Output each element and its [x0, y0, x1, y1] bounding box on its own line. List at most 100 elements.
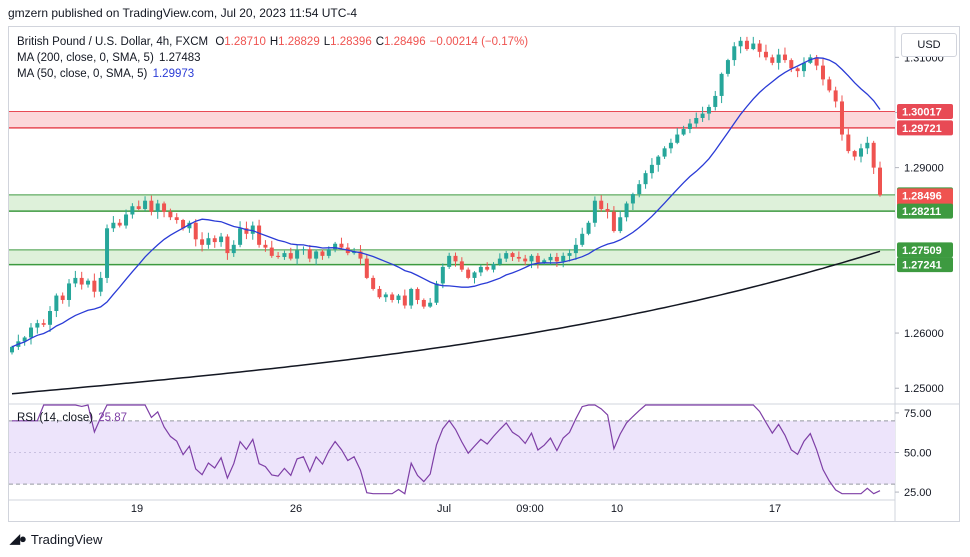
- candle: [174, 217, 179, 221]
- ma200-value: 1.27483: [158, 52, 201, 64]
- candle: [770, 57, 775, 63]
- badge-zone-low-upper-bg: [897, 242, 953, 258]
- candle: [878, 167, 882, 196]
- candle: [497, 258, 502, 265]
- candle: [523, 258, 528, 262]
- candle: [599, 200, 604, 209]
- candle: [168, 211, 173, 218]
- candle: [814, 57, 819, 66]
- candle: [732, 46, 737, 61]
- candle: [206, 238, 211, 245]
- candle: [573, 244, 578, 254]
- candle: [320, 251, 325, 256]
- candle: [22, 337, 27, 342]
- candle: [193, 222, 198, 240]
- candle: [79, 277, 84, 285]
- candle: [402, 295, 407, 306]
- candle: [580, 233, 585, 245]
- candle: [846, 134, 851, 152]
- candle: [782, 54, 787, 61]
- candle: [858, 148, 863, 157]
- candle: [516, 256, 521, 259]
- candle: [656, 156, 661, 165]
- zone-support-2: [9, 249, 895, 265]
- candle: [41, 323, 46, 325]
- badge-last-price: 1.28496: [902, 190, 942, 202]
- candle: [276, 255, 281, 257]
- candle: [675, 134, 680, 143]
- zone-support-1: [9, 194, 895, 212]
- chart-frame: [8, 26, 960, 522]
- candle: [763, 51, 768, 58]
- candle: [155, 203, 160, 212]
- ohlc-H: H1.28829: [269, 36, 320, 48]
- candle: [459, 261, 464, 270]
- badge-zone-top-lower-bg: [897, 120, 953, 136]
- symbol-title: British Pound / U.S. Dollar, 4h, FXCM: [17, 36, 209, 48]
- candle: [643, 173, 648, 185]
- candle: [136, 206, 141, 209]
- candle: [105, 228, 110, 278]
- candle: [130, 206, 135, 215]
- candle: [681, 129, 686, 135]
- candle: [554, 256, 559, 262]
- candle: [396, 295, 401, 300]
- badge-zone-low-upper: 1.27509: [902, 245, 942, 257]
- candle: [29, 327, 34, 338]
- candle: [124, 214, 129, 226]
- candle: [307, 249, 312, 259]
- candle: [60, 295, 65, 300]
- candle: [73, 277, 78, 284]
- candle: [339, 243, 344, 248]
- time-axis-label: 26: [290, 503, 302, 515]
- candle: [421, 299, 426, 307]
- candle: [561, 255, 566, 262]
- tradingview-brand[interactable]: ◢● TradingView: [10, 531, 102, 547]
- candle: [871, 142, 876, 168]
- candle: [453, 255, 458, 262]
- candle: [314, 251, 319, 259]
- candle: [472, 272, 477, 278]
- currency-button[interactable]: USD: [901, 33, 957, 57]
- rsi-band: [9, 420, 895, 485]
- time-axis-label: 19: [131, 503, 143, 515]
- candle: [662, 148, 667, 157]
- ohlc-O: O1.28710: [215, 36, 266, 48]
- symbol-legend: British Pound / U.S. Dollar, 4h, FXCM O1…: [17, 35, 528, 50]
- candle: [478, 266, 483, 273]
- candle: [390, 294, 395, 300]
- candle: [98, 277, 103, 292]
- candle: [263, 244, 268, 248]
- candle: [86, 280, 91, 285]
- candle: [795, 68, 800, 72]
- badge-zone-top-lower: 1.29721: [902, 123, 942, 135]
- candle: [225, 236, 230, 254]
- ohlc-L: L1.28396: [323, 36, 372, 48]
- candle: [706, 106, 711, 114]
- candle: [542, 260, 547, 263]
- price-axis-label: 1.26000: [904, 328, 944, 340]
- candle: [231, 244, 236, 254]
- candle: [288, 253, 293, 259]
- candle: [383, 294, 388, 298]
- candle: [415, 288, 420, 300]
- candle: [624, 203, 629, 218]
- candle: [301, 249, 306, 251]
- candle: [725, 60, 730, 74]
- rsi-axis-label: 75.00: [904, 408, 932, 420]
- badge-zone-mid-lower: 1.28211: [902, 206, 941, 218]
- candle: [801, 62, 806, 72]
- candle: [744, 40, 749, 50]
- candle: [250, 225, 255, 234]
- candle: [504, 253, 509, 259]
- ma50-value: 1.29973: [152, 68, 195, 80]
- rsi-axis-label: 50.00: [904, 448, 932, 460]
- price-axis-label: 1.25000: [904, 383, 944, 395]
- candle: [649, 164, 654, 174]
- candle: [440, 266, 445, 284]
- candle: [751, 43, 756, 50]
- time-axis-label: 17: [769, 503, 781, 515]
- candle: [428, 302, 433, 307]
- candle: [282, 253, 287, 257]
